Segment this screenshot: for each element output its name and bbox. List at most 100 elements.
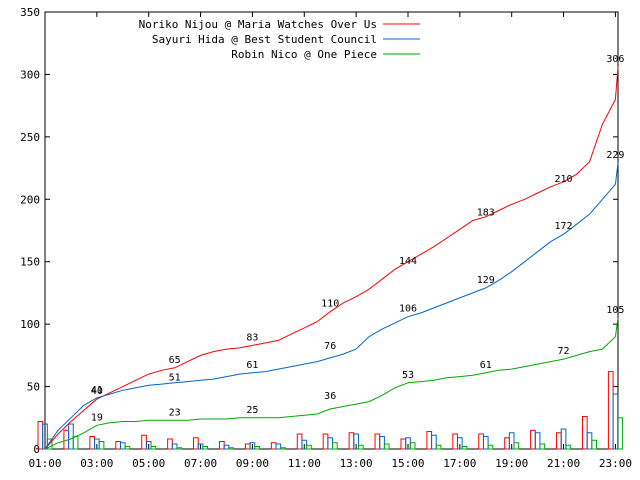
- data-label: 25: [246, 405, 258, 416]
- bar: [482, 436, 489, 450]
- x-tick-label: 09:00: [236, 457, 269, 470]
- y-tick-label: 300: [20, 68, 40, 81]
- bar: [202, 446, 209, 450]
- bar: [591, 439, 597, 450]
- bar: [357, 444, 364, 450]
- bar: [228, 447, 234, 450]
- data-label: 83: [246, 332, 258, 343]
- bar: [374, 433, 381, 450]
- bar: [327, 437, 334, 450]
- bar: [435, 444, 442, 450]
- bar: [322, 433, 329, 450]
- bar: [431, 434, 437, 450]
- bar: [461, 446, 468, 450]
- bar: [452, 433, 459, 450]
- data-label: 36: [324, 391, 336, 402]
- bar: [141, 434, 147, 450]
- data-label: 23: [169, 407, 181, 418]
- legend-label: Sayuri Hida @ Best Student Council: [152, 33, 377, 46]
- bar: [617, 417, 623, 450]
- y-tick-label: 150: [20, 256, 40, 269]
- bar: [98, 441, 105, 450]
- x-tick-label: 23:00: [599, 457, 632, 470]
- data-label: 61: [480, 360, 492, 371]
- data-label: 110: [321, 299, 339, 310]
- bar: [487, 444, 494, 450]
- bar: [379, 436, 385, 450]
- x-tick-label: 11:00: [288, 457, 321, 470]
- bar: [478, 433, 484, 450]
- data-label: 210: [555, 174, 573, 185]
- data-label: 72: [558, 346, 570, 357]
- bar: [332, 442, 338, 450]
- bar: [539, 443, 546, 450]
- x-tick-label: 07:00: [184, 457, 217, 470]
- series-lines: [44, 66, 619, 450]
- bar: [560, 428, 567, 450]
- bar: [68, 423, 74, 450]
- bar: [383, 443, 390, 450]
- y-tick-label: 0: [33, 443, 40, 456]
- y-tick-label: 100: [20, 318, 40, 331]
- x-tick-label: 05:00: [132, 457, 165, 470]
- bar: [167, 438, 173, 450]
- data-label: 51: [169, 372, 181, 383]
- y-tick-label: 50: [27, 381, 40, 394]
- data-label: 65: [169, 355, 181, 366]
- hourly-bars: [37, 371, 623, 450]
- bar: [513, 442, 520, 450]
- x-tick-label: 19:00: [495, 457, 528, 470]
- bar: [530, 429, 536, 450]
- bar: [280, 447, 286, 450]
- bar: [534, 432, 541, 450]
- bar: [270, 442, 277, 450]
- bar: [612, 393, 619, 450]
- data-labels: 40 65 83 110 144 183 210 306 41 51 61 76 106 129 172 22…: [91, 54, 625, 423]
- plot-area: [44, 11, 619, 450]
- bar: [586, 432, 593, 450]
- bar: [400, 438, 407, 450]
- data-label: 129: [477, 275, 495, 286]
- bar: [296, 433, 303, 450]
- bar: [124, 446, 131, 450]
- series-line: [44, 163, 619, 450]
- bar: [581, 416, 588, 450]
- bar: [607, 371, 614, 450]
- x-tick-label: 13:00: [340, 457, 373, 470]
- bar: [150, 446, 157, 450]
- x-tick-label: 15:00: [391, 457, 424, 470]
- bar: [244, 443, 251, 450]
- bar: [457, 437, 463, 450]
- data-label: 144: [399, 256, 417, 267]
- bar: [353, 433, 359, 450]
- bar: [565, 444, 572, 450]
- series-line: [44, 66, 619, 450]
- bar: [426, 431, 433, 450]
- bar: [348, 432, 355, 450]
- bar: [306, 444, 312, 450]
- data-label: 306: [606, 54, 624, 65]
- series-line: [44, 317, 619, 450]
- data-label: 183: [477, 208, 495, 219]
- bar: [89, 436, 96, 450]
- bar: [275, 443, 282, 450]
- bar: [218, 441, 225, 450]
- bar: [254, 446, 260, 450]
- bar: [508, 432, 515, 450]
- x-axis: 01:00 03:00 05:00 07:00 09:00 11:00 13:00 15:00…: [28, 12, 632, 470]
- data-label: 106: [399, 304, 417, 315]
- bar: [176, 447, 183, 450]
- legend-label: Robin Nico @ One Piece: [231, 48, 377, 61]
- bar: [504, 437, 510, 450]
- y-tick-label: 350: [20, 6, 40, 19]
- bar: [115, 441, 121, 450]
- legend: Noriko Nijou @ Maria Watches Over Us Sayu…: [139, 18, 420, 61]
- data-label: 105: [606, 305, 624, 316]
- y-tick-label: 250: [20, 131, 40, 144]
- bar: [119, 442, 126, 450]
- bar: [46, 438, 53, 450]
- x-tick-label: 03:00: [80, 457, 113, 470]
- x-tick-label: 21:00: [547, 457, 580, 470]
- x-tick-label: 17:00: [443, 457, 476, 470]
